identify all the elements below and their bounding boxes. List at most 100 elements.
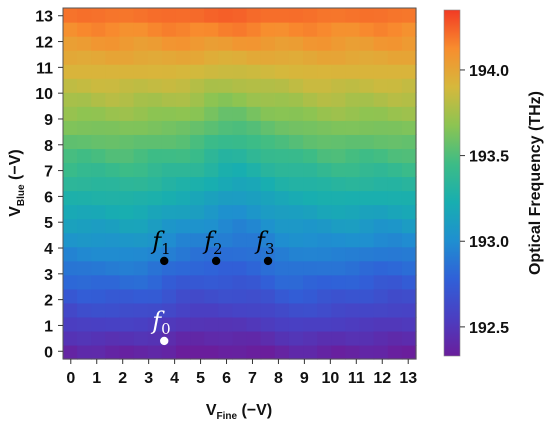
heatmap-cell	[246, 106, 262, 121]
heatmap-cell	[387, 134, 403, 149]
heatmap-cell	[331, 176, 346, 192]
heatmap-cell	[147, 260, 163, 276]
heatmap-cell	[288, 176, 304, 192]
heatmap-cell	[232, 22, 248, 37]
heatmap-cell	[331, 204, 346, 220]
colorbar-label: Optical Frequency (THz)	[527, 91, 544, 275]
heatmap-cell	[359, 302, 375, 318]
heatmap-cell	[133, 148, 149, 164]
heatmap-cell	[105, 162, 121, 178]
heatmap-cell	[260, 148, 276, 164]
heatmap-cell	[91, 260, 106, 276]
heatmap-cell	[147, 50, 163, 65]
x-tick-label: 5	[196, 370, 205, 387]
heatmap-cell	[105, 134, 121, 149]
heatmap-cell	[91, 190, 106, 206]
heatmap-cell	[190, 106, 205, 121]
heatmap-cell	[204, 106, 219, 121]
heatmap-cell	[119, 344, 135, 360]
heatmap-cell	[359, 50, 375, 65]
heatmap-cell	[288, 92, 304, 107]
heatmap-cell	[105, 344, 121, 360]
heatmap-cells	[63, 8, 417, 360]
heatmap-cell	[303, 204, 318, 220]
heatmap-cell	[317, 22, 332, 37]
heatmap-cell	[232, 316, 248, 332]
heatmap-cell	[147, 134, 163, 149]
heatmap-cell	[274, 106, 290, 121]
heatmap-cell	[161, 204, 177, 220]
heatmap-cell	[303, 176, 318, 192]
heatmap-cell	[288, 162, 304, 178]
heatmap-cell	[218, 50, 234, 65]
heatmap-cell	[161, 218, 177, 234]
heatmap-cell	[77, 316, 92, 332]
heatmap-cell	[63, 78, 78, 93]
heatmap-cell	[260, 302, 276, 318]
heatmap-cell	[260, 316, 276, 332]
heatmap-cell	[345, 106, 361, 121]
heatmap-cell	[331, 22, 346, 37]
heatmap-cell	[246, 8, 262, 23]
heatmap-cell	[119, 204, 135, 220]
heatmap-cell	[133, 330, 149, 346]
x-tick-label: 6	[222, 370, 231, 387]
heatmap-cell	[317, 204, 332, 220]
heatmap-cell	[91, 22, 106, 37]
plot-frame	[62, 7, 417, 360]
heatmap-cell	[147, 106, 163, 121]
heatmap-cell	[232, 288, 248, 304]
heatmap-cell	[175, 22, 191, 37]
heatmap-cell	[274, 148, 290, 164]
heatmap-cell	[387, 176, 403, 192]
heatmap-cell	[204, 22, 219, 37]
heatmap-cell	[232, 176, 248, 192]
heatmap-cell	[175, 302, 191, 318]
heatmap-cell	[63, 316, 78, 332]
heatmap-cell	[401, 50, 417, 65]
heatmap-cell	[147, 176, 163, 192]
heatmap-cell	[232, 302, 248, 318]
heatmap-cell	[260, 218, 276, 234]
heatmap-cell	[190, 148, 205, 164]
heatmap-cell	[105, 78, 121, 93]
heatmap-cell	[204, 274, 219, 290]
heatmap-cell	[359, 36, 375, 51]
heatmap-cell	[77, 134, 92, 149]
heatmap-cell	[105, 50, 121, 65]
heatmap-cell	[218, 78, 234, 93]
heatmap-cell	[373, 22, 389, 37]
heatmap-cell	[63, 302, 78, 318]
heatmap-cell	[77, 22, 92, 37]
heatmap-cell	[246, 64, 262, 79]
heatmap-cell	[246, 316, 262, 332]
heatmap-cell	[63, 330, 78, 346]
heatmap-cell	[63, 50, 78, 65]
heatmap-cell	[63, 134, 78, 149]
heatmap-cell	[317, 92, 332, 107]
heatmap-cell	[274, 176, 290, 192]
heatmap-cell	[77, 78, 92, 93]
heatmap-cell	[119, 218, 135, 234]
heatmap-cell	[274, 288, 290, 304]
heatmap-cell	[331, 50, 346, 65]
point-marker	[211, 256, 221, 266]
heatmap-cell	[147, 162, 163, 178]
heatmap-cell	[77, 106, 92, 121]
heatmap-cell	[260, 36, 276, 51]
heatmap-cell	[147, 288, 163, 304]
heatmap-cell	[359, 330, 375, 346]
heatmap-cell	[133, 36, 149, 51]
heatmap-cell	[359, 246, 375, 262]
heatmap-cell	[274, 218, 290, 234]
heatmap-cell	[77, 260, 92, 276]
heatmap-cell	[63, 246, 78, 262]
heatmap-cell	[77, 330, 92, 346]
heatmap-cell	[91, 120, 106, 135]
heatmap-cell	[288, 36, 304, 51]
heatmap-cell	[218, 8, 234, 23]
heatmap-cell	[401, 134, 417, 149]
heatmap-cell	[345, 50, 361, 65]
heatmap-cell	[119, 106, 135, 121]
heatmap-cell	[373, 8, 389, 23]
